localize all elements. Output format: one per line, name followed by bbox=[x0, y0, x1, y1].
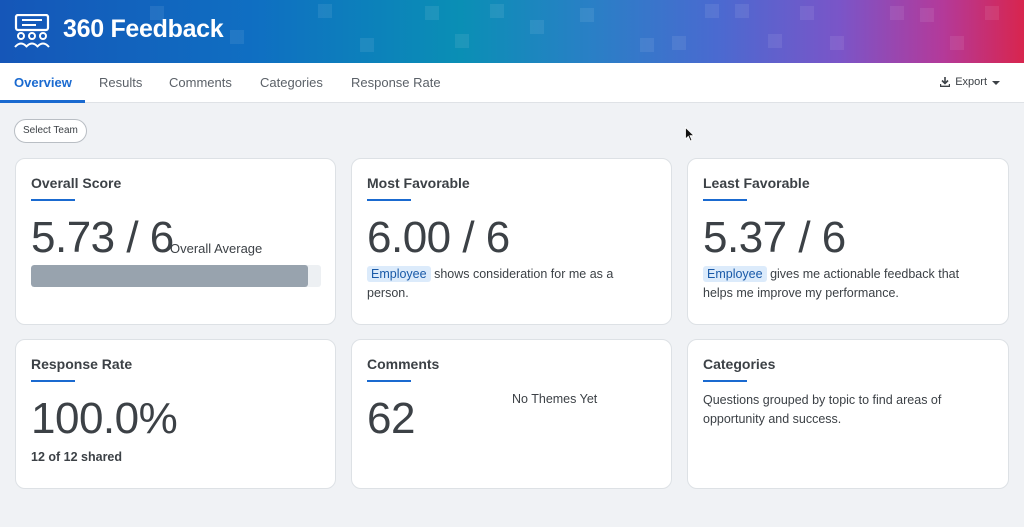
score-progress-fill bbox=[31, 265, 308, 287]
export-button[interactable]: Export bbox=[940, 76, 1000, 88]
most-favorable-card[interactable]: Most Favorable 6.00 / 6 Employee shows c… bbox=[351, 158, 672, 325]
title-underline bbox=[31, 199, 75, 201]
card-title: Comments bbox=[367, 356, 440, 372]
title-underline bbox=[367, 199, 411, 201]
tab-bar: Overview Results Comments Categories Res… bbox=[0, 63, 1024, 103]
least-favorable-card[interactable]: Least Favorable 5.37 / 6 Employee gives … bbox=[687, 158, 1009, 325]
tab-results[interactable]: Results bbox=[99, 75, 143, 90]
card-title: Least Favorable bbox=[703, 175, 810, 191]
tab-overview[interactable]: Overview bbox=[0, 63, 85, 103]
card-title: Response Rate bbox=[31, 356, 133, 372]
least-favorable-score: 5.37 / 6 bbox=[703, 213, 846, 262]
title-underline bbox=[703, 199, 747, 201]
overall-score-card[interactable]: Overall Score 5.73 / 6 Overall Average bbox=[15, 158, 336, 325]
categories-card[interactable]: Categories Questions grouped by topic to… bbox=[687, 339, 1009, 489]
app-header: 360 Feedback bbox=[0, 0, 1024, 63]
employee-tag: Employee bbox=[703, 266, 767, 282]
download-icon bbox=[940, 77, 951, 87]
title-underline bbox=[703, 380, 747, 382]
team-presentation-icon bbox=[14, 14, 50, 48]
statement-text: shows consideration for me as a person. bbox=[367, 267, 614, 300]
tab-response-rate[interactable]: Response Rate bbox=[351, 75, 441, 90]
export-label: Export bbox=[955, 76, 987, 88]
least-favorable-statement: Employee gives me actionable feedback th… bbox=[703, 265, 988, 303]
response-rate-value: 100.0% bbox=[31, 394, 178, 443]
card-title: Most Favorable bbox=[367, 175, 470, 191]
response-rate-card[interactable]: Response Rate 100.0% 12 of 12 shared bbox=[15, 339, 336, 489]
overall-score-value: 5.73 / 6 bbox=[31, 213, 174, 262]
tab-categories[interactable]: Categories bbox=[260, 75, 323, 90]
shared-count: 12 of 12 shared bbox=[31, 450, 123, 464]
header-pattern bbox=[0, 0, 1024, 63]
most-favorable-score: 6.00 / 6 bbox=[367, 213, 510, 262]
overall-average-label: Overall Average bbox=[170, 241, 263, 256]
categories-description: Questions grouped by topic to find areas… bbox=[703, 393, 942, 426]
mouse-cursor-icon bbox=[685, 127, 695, 142]
no-themes-label: No Themes Yet bbox=[512, 392, 598, 406]
title-underline bbox=[31, 380, 75, 382]
comments-count: 62 bbox=[367, 394, 415, 443]
comments-card[interactable]: Comments 62 No Themes Yet bbox=[351, 339, 672, 489]
chevron-down-icon bbox=[992, 80, 1000, 85]
card-title: Overall Score bbox=[31, 175, 122, 191]
card-title: Categories bbox=[703, 356, 776, 372]
tab-comments[interactable]: Comments bbox=[169, 75, 232, 90]
app-title: 360 Feedback bbox=[63, 15, 224, 43]
employee-tag: Employee bbox=[367, 266, 431, 282]
select-team-button[interactable]: Select Team bbox=[14, 119, 87, 143]
statement-text: gives me actionable feedback that helps … bbox=[703, 267, 960, 300]
title-underline bbox=[367, 380, 411, 382]
most-favorable-statement: Employee shows consideration for me as a… bbox=[367, 265, 651, 303]
score-progress-bar bbox=[31, 265, 321, 287]
